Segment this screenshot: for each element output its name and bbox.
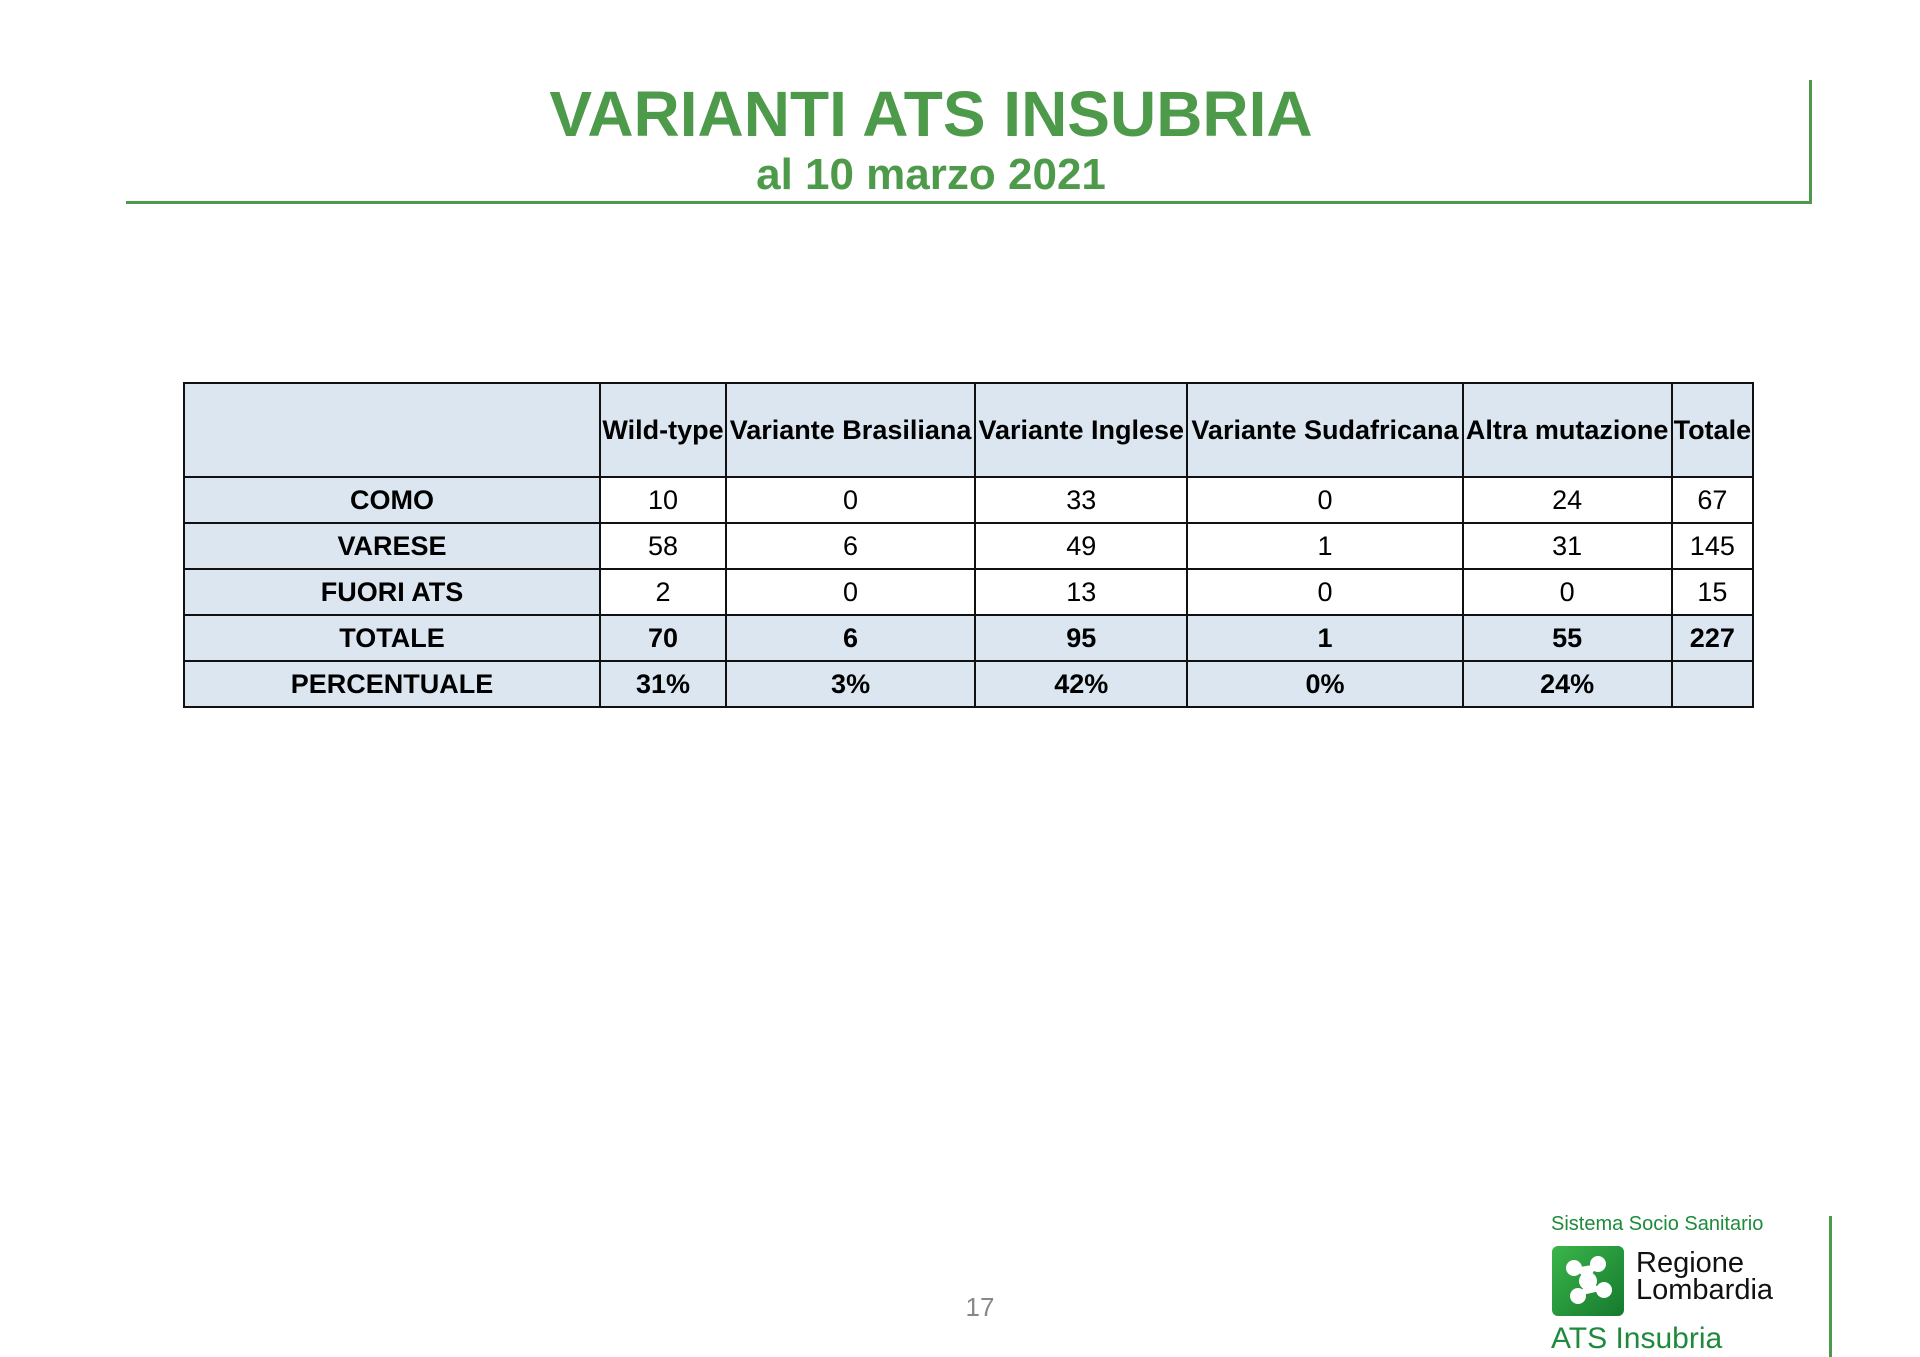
table-cell: 24%: [1461, 660, 1673, 708]
table-header-row: Wild-type Variante Brasiliana Variante I…: [183, 382, 1755, 478]
table-cell: 24: [1461, 476, 1673, 524]
table-row: FUORI ATS 2 0 13 0 0 15: [183, 568, 1755, 616]
table-cell: 95: [974, 614, 1189, 662]
header-divider: [126, 201, 1812, 204]
logo-text-ats: ATS Insubria: [1551, 1322, 1723, 1355]
header-vertical-divider: [1809, 80, 1812, 204]
table-cell: 0%: [1186, 660, 1464, 708]
table-cell: 55: [1461, 614, 1673, 662]
footer-vertical-divider: [1829, 1216, 1832, 1357]
table-cell: [1670, 660, 1755, 708]
table-cell: 49: [974, 522, 1189, 570]
table-cell: 0: [1186, 476, 1464, 524]
table-cell: 31%: [598, 660, 728, 708]
table-cell: 42%: [974, 660, 1189, 708]
page-number: 17: [965, 1292, 995, 1322]
column-header: Variante Brasiliana: [725, 382, 977, 478]
logo-regione: Regione: [1636, 1247, 1745, 1279]
table-cell: 6: [725, 522, 977, 570]
logo-text-sistema: Sistema Socio Sanitario: [1551, 1213, 1764, 1235]
table-cell: 58: [598, 522, 728, 570]
table-cell: 10: [598, 476, 728, 524]
column-header: [183, 382, 601, 478]
lombardia-rose-icon: [1552, 1246, 1624, 1316]
table-cell: 67: [1670, 476, 1755, 524]
row-label: VARESE: [183, 522, 601, 570]
table-cell: 1: [1186, 614, 1464, 662]
table-cell: 15: [1670, 568, 1755, 616]
column-header: Altra mutazione: [1461, 382, 1673, 478]
table-cell: 0: [725, 568, 977, 616]
table-cell: 1: [1186, 522, 1464, 570]
table-cell: 3%: [725, 660, 977, 708]
variants-table: Wild-type Variante Brasiliana Variante I…: [183, 382, 1755, 708]
column-header: Variante Sudafricana: [1186, 382, 1464, 478]
page-title: VARIANTI ATS INSUBRIA: [549, 78, 1313, 150]
table-cell: 31: [1461, 522, 1673, 570]
table-cell: 13: [974, 568, 1189, 616]
table-cell: 33: [974, 476, 1189, 524]
row-label: TOTALE: [183, 614, 601, 662]
row-label: PERCENTUALE: [183, 660, 601, 708]
row-label: FUORI ATS: [183, 568, 601, 616]
table-cell: 0: [1461, 568, 1673, 616]
table-row: TOTALE 70 6 95 1 55 227: [183, 614, 1755, 662]
logo-text-regione: Regione Lombardia: [1636, 1247, 1774, 1306]
table-cell: 2: [598, 568, 728, 616]
table-cell: 227: [1670, 614, 1755, 662]
page-subtitle: al 10 marzo 2021: [756, 150, 1106, 199]
column-header: Variante Inglese: [974, 382, 1189, 478]
table-row: COMO 10 0 33 0 24 67: [183, 476, 1755, 524]
logo-lombardia: Lombardia: [1636, 1274, 1774, 1306]
table-row: VARESE 58 6 49 1 31 145: [183, 522, 1755, 570]
table-cell: 0: [1186, 568, 1464, 616]
table-cell: 70: [598, 614, 728, 662]
table-cell: 6: [725, 614, 977, 662]
row-label: COMO: [183, 476, 601, 524]
column-header: Totale: [1670, 382, 1755, 478]
table-cell: 0: [725, 476, 977, 524]
table-cell: 145: [1670, 522, 1755, 570]
table-row: PERCENTUALE 31% 3% 42% 0% 24%: [183, 660, 1755, 708]
column-header: Wild-type: [598, 382, 728, 478]
